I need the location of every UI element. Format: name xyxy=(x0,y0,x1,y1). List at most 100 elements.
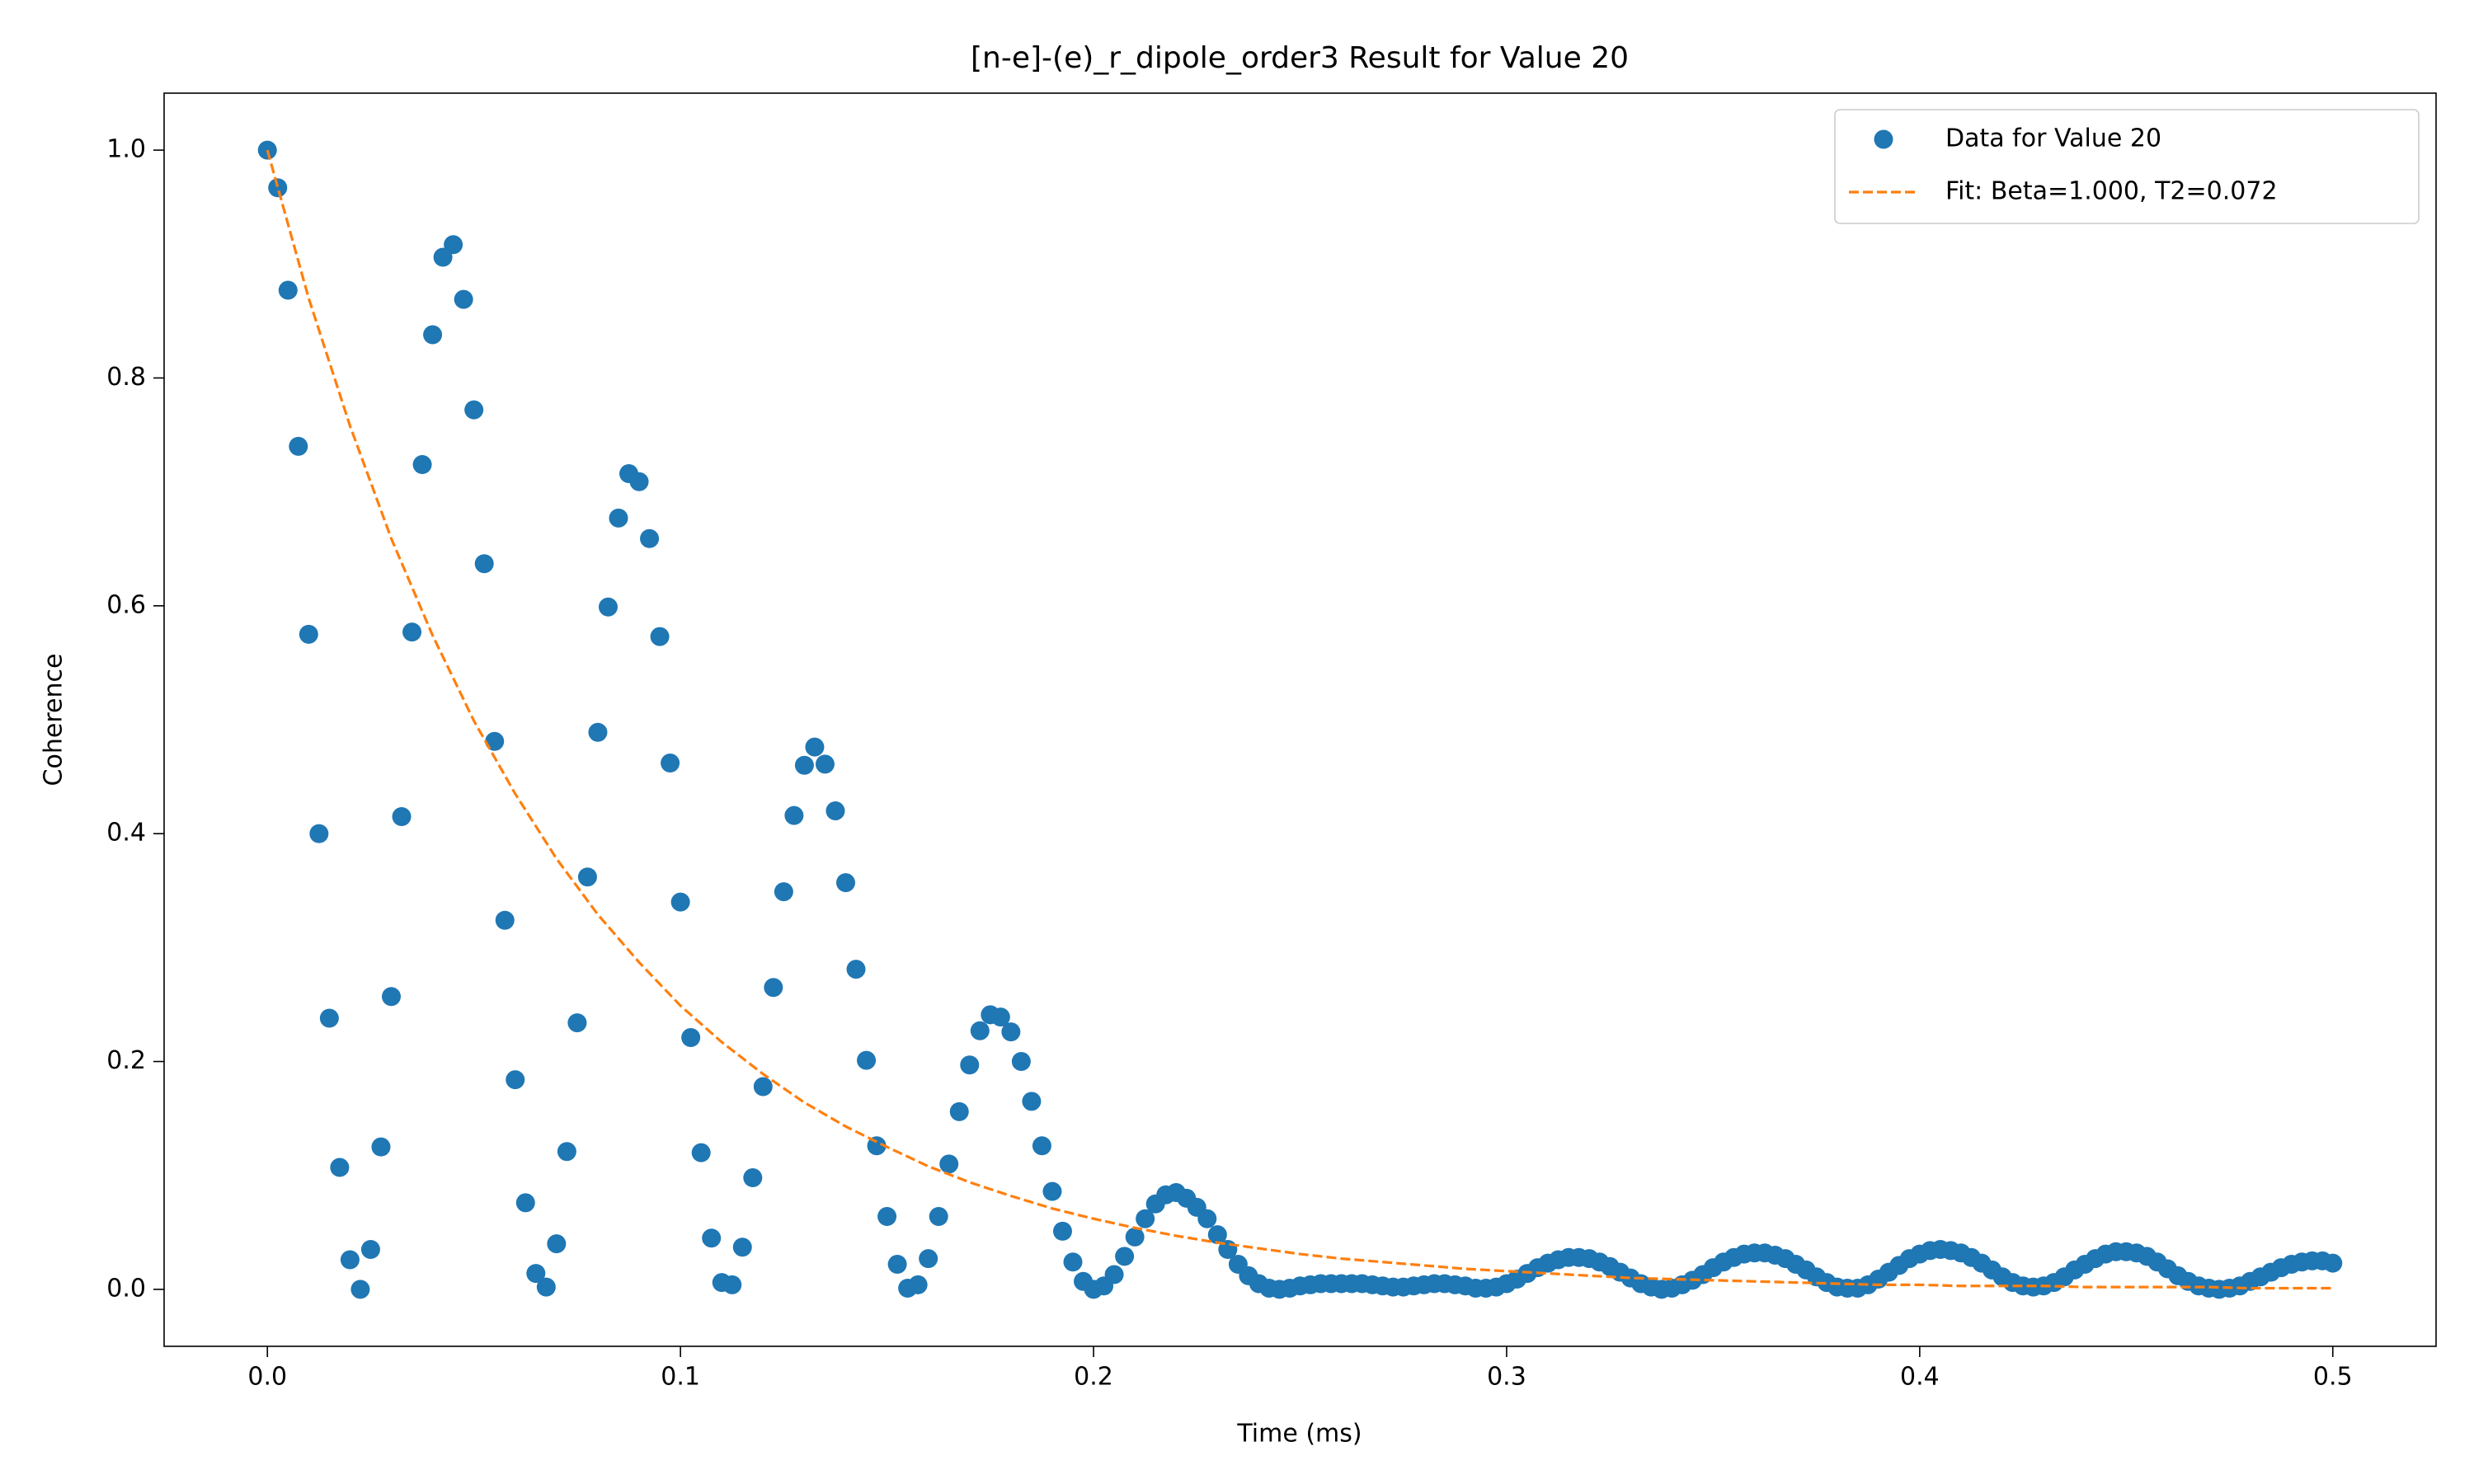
data-point xyxy=(743,1167,763,1187)
data-point xyxy=(382,987,401,1007)
data-point xyxy=(877,1206,897,1226)
data-point xyxy=(474,554,494,574)
legend-label: Data for Value 20 xyxy=(1945,124,2161,153)
data-point xyxy=(908,1275,928,1294)
data-point xyxy=(702,1228,722,1248)
data-point xyxy=(402,622,422,642)
data-point xyxy=(340,1250,360,1270)
data-point xyxy=(764,978,783,998)
data-point xyxy=(371,1137,391,1157)
y-axis-label: Coherence xyxy=(40,654,68,787)
data-point xyxy=(289,436,308,456)
data-point xyxy=(588,722,608,742)
data-point xyxy=(319,1008,339,1028)
data-point xyxy=(1063,1252,1083,1272)
data-point xyxy=(857,1050,877,1070)
data-point xyxy=(919,1249,938,1269)
data-point xyxy=(506,1070,525,1090)
x-tick-label: 0.4 xyxy=(1900,1363,1940,1392)
data-point xyxy=(774,882,793,902)
data-point xyxy=(1001,1022,1021,1042)
data-point xyxy=(2323,1253,2343,1273)
data-point xyxy=(423,325,443,345)
data-point xyxy=(1136,1209,1155,1228)
y-tick-label: 0.2 xyxy=(106,1046,146,1075)
fit-line xyxy=(266,149,2333,1290)
data-point xyxy=(557,1142,576,1162)
data-point xyxy=(609,508,628,528)
data-point xyxy=(454,289,473,309)
axes-frame xyxy=(163,92,2437,1347)
data-point xyxy=(515,1193,535,1213)
data-point xyxy=(464,400,484,420)
data-point xyxy=(1104,1265,1124,1284)
data-point xyxy=(350,1280,370,1299)
data-point xyxy=(309,824,329,843)
data-point xyxy=(495,910,515,930)
data-point xyxy=(1197,1209,1217,1228)
data-point xyxy=(846,960,866,979)
data-point xyxy=(661,754,680,773)
data-point xyxy=(970,1021,990,1040)
x-tick-label: 0.5 xyxy=(2313,1363,2353,1392)
data-point xyxy=(691,1143,711,1162)
data-point xyxy=(412,454,432,474)
data-point xyxy=(867,1136,887,1156)
data-point xyxy=(278,280,298,300)
data-point xyxy=(815,754,835,774)
data-point xyxy=(1032,1136,1051,1156)
x-tick-label: 0.1 xyxy=(661,1363,700,1392)
data-point xyxy=(526,1264,546,1284)
y-tick-label: 0.6 xyxy=(106,590,146,619)
data-point xyxy=(939,1154,959,1174)
data-point xyxy=(1052,1221,1072,1241)
legend-label: Fit: Beta=1.000, T2=0.072 xyxy=(1945,177,2278,206)
x-tick-label: 0.3 xyxy=(1487,1363,1526,1392)
data-point xyxy=(1207,1225,1227,1245)
data-point xyxy=(1042,1181,1062,1201)
data-point xyxy=(444,235,463,255)
data-point xyxy=(650,627,670,646)
data-point xyxy=(1022,1092,1042,1111)
data-point xyxy=(990,1007,1010,1027)
y-tick-label: 0.4 xyxy=(106,819,146,848)
y-tick-label: 0.8 xyxy=(106,363,146,392)
data-point xyxy=(929,1206,948,1226)
data-point xyxy=(732,1237,752,1257)
data-point xyxy=(1115,1247,1135,1266)
data-point xyxy=(722,1275,742,1294)
data-point xyxy=(433,247,453,267)
data-point xyxy=(794,755,814,775)
data-point xyxy=(299,624,318,644)
data-point xyxy=(681,1028,701,1048)
data-point xyxy=(949,1101,969,1121)
data-point xyxy=(784,805,804,825)
data-point xyxy=(836,873,855,893)
data-point xyxy=(887,1255,907,1275)
x-tick-label: 0.2 xyxy=(1074,1363,1113,1392)
data-point xyxy=(536,1277,556,1297)
data-point xyxy=(629,472,649,491)
data-point xyxy=(485,731,505,751)
data-point xyxy=(268,178,288,198)
data-point xyxy=(392,806,412,826)
data-point xyxy=(577,867,597,887)
data-point xyxy=(1125,1227,1145,1247)
legend: Data for Value 20 Fit: Beta=1.000, T2=0.0… xyxy=(1834,109,2420,224)
y-tick-label: 0.0 xyxy=(106,1274,146,1303)
data-point xyxy=(670,892,690,912)
data-point xyxy=(330,1158,350,1177)
x-tick-label: 0.0 xyxy=(247,1363,287,1392)
legend-box xyxy=(1834,109,2420,224)
data-point xyxy=(640,528,660,548)
chart-title: [n-e]-(e)_r_dipole_order3 Result for Val… xyxy=(971,41,1629,75)
data-point xyxy=(360,1240,380,1260)
data-point xyxy=(753,1077,773,1097)
data-point xyxy=(805,737,825,757)
data-point xyxy=(960,1055,980,1075)
data-point xyxy=(567,1013,587,1033)
data-point xyxy=(825,801,845,821)
